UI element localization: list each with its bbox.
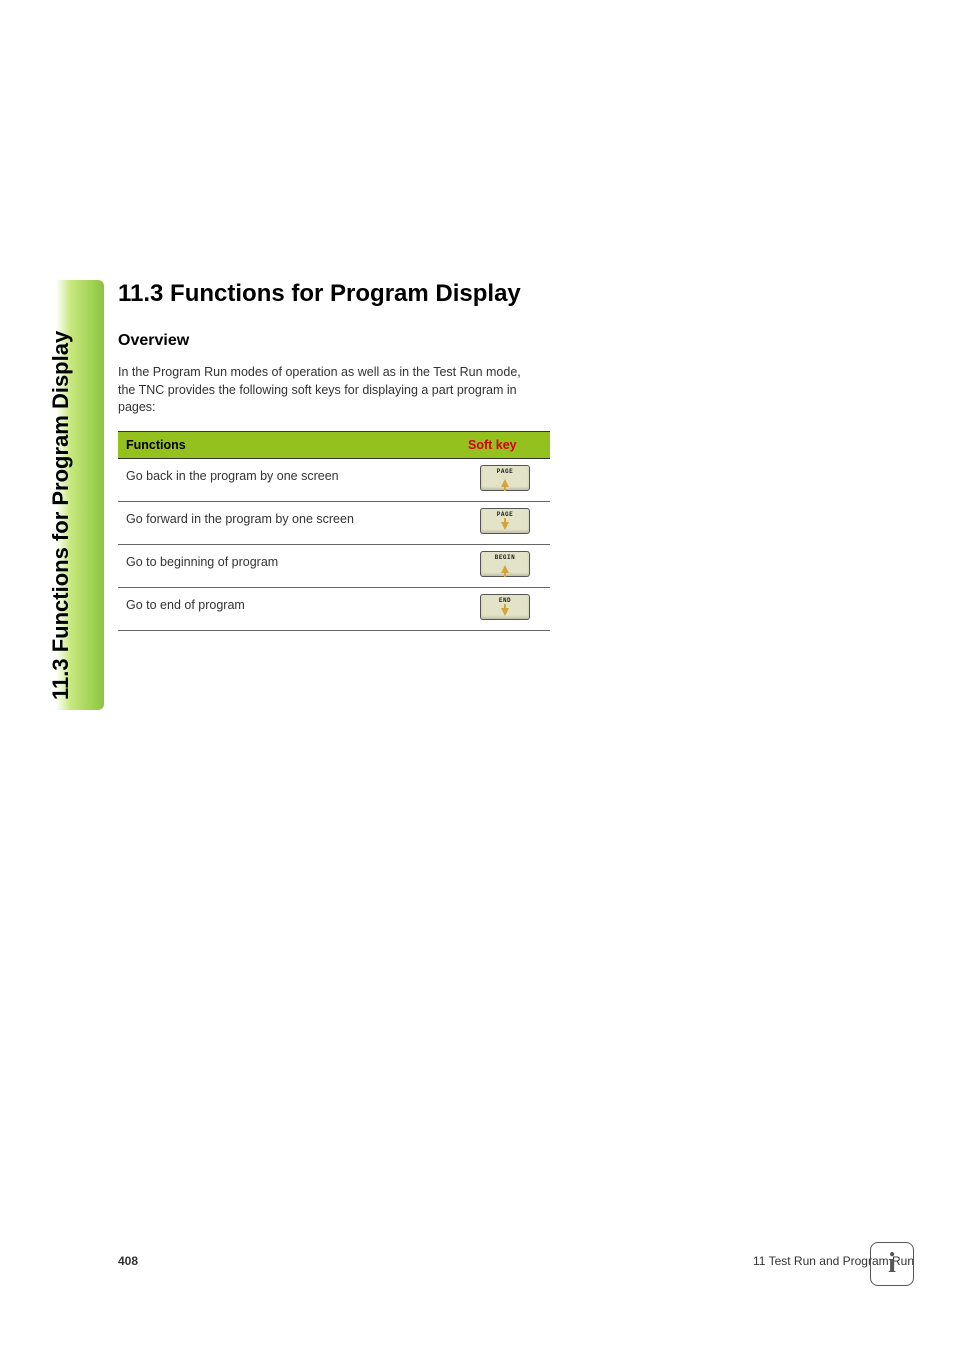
softkey-label: BEGIN [481,554,529,561]
arrow-up-icon [501,565,509,573]
table-header-softkey: Soft key [460,431,550,458]
table-row: Go to end of program END [118,587,550,630]
function-desc: Go forward in the program by one screen [118,501,460,544]
arrow-down-icon [501,522,509,530]
table-header-functions: Functions [118,431,460,458]
side-tab-title: 11.3 Functions for Program Display [48,270,74,700]
functions-table: Functions Soft key Go back in the progra… [118,431,550,631]
softkey-cell: PAGE [460,458,550,501]
softkey-button[interactable]: PAGE [480,508,530,534]
page-number: 408 [118,1254,138,1268]
section-heading: 11.3 Functions for Program Display [118,280,878,308]
table-row: Go forward in the program by one screen P… [118,501,550,544]
softkey-button[interactable]: END [480,594,530,620]
softkey-cell: END [460,587,550,630]
softkey-cell: PAGE [460,501,550,544]
softkey-button[interactable]: PAGE [480,465,530,491]
softkey-label: PAGE [481,468,529,475]
info-badge: i [870,1242,914,1286]
softkey-cell: BEGIN [460,544,550,587]
intro-paragraph: In the Program Run modes of operation as… [118,364,538,417]
subsection-heading: Overview [118,332,878,350]
arrow-down-icon [501,608,509,616]
table-row: Go back in the program by one screen PAGE [118,458,550,501]
table-row: Go to beginning of program BEGIN [118,544,550,587]
softkey-label: END [481,597,529,604]
function-desc: Go to beginning of program [118,544,460,587]
page-footer: 408 11 Test Run and Program Run [118,1254,914,1268]
function-desc: Go to end of program [118,587,460,630]
arrow-up-icon [501,479,509,487]
page-content: 11.3 Functions for Program Display Overv… [118,280,878,631]
softkey-label: PAGE [481,511,529,518]
info-icon: i [888,1248,896,1280]
function-desc: Go back in the program by one screen [118,458,460,501]
table-body: Go back in the program by one screen PAGE… [118,458,550,630]
softkey-button[interactable]: BEGIN [480,551,530,577]
